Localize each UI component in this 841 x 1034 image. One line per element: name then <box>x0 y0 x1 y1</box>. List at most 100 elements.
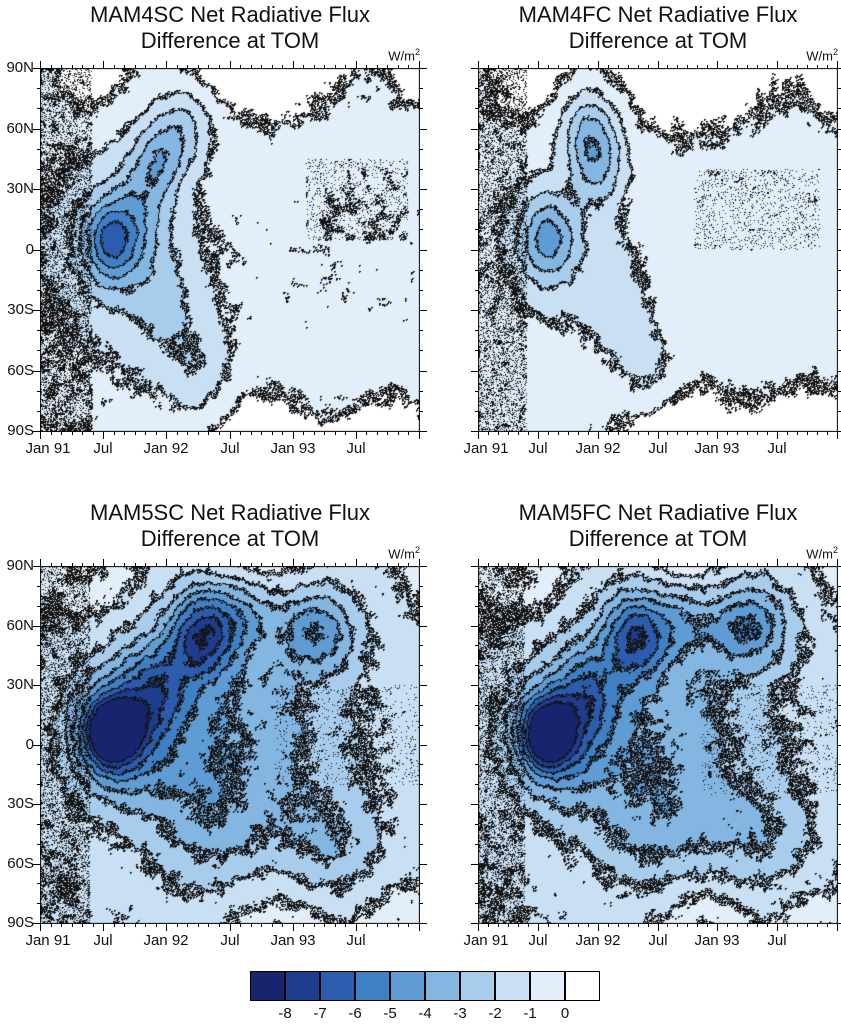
y-tick-label: 90S <box>7 422 34 439</box>
y-axis-tick <box>420 566 427 567</box>
x-axis-tick <box>488 563 489 566</box>
x-axis-tick <box>488 432 489 435</box>
y-axis-tick <box>471 129 478 130</box>
x-axis-tick <box>145 563 146 566</box>
x-axis-tick <box>261 65 262 68</box>
x-axis-tick <box>528 432 529 435</box>
y-axis-tick <box>420 645 423 646</box>
colorbar-swatch <box>460 971 495 1001</box>
y-axis-tick <box>475 824 478 825</box>
x-axis-tick <box>387 563 388 566</box>
y-axis-tick <box>838 903 841 904</box>
y-axis-tick <box>420 209 423 210</box>
x-axis-tick <box>777 559 778 566</box>
units-exponent: 2 <box>414 545 420 555</box>
y-axis-tick <box>420 431 427 432</box>
y-axis-tick <box>37 88 40 89</box>
x-axis-tick <box>747 563 748 566</box>
y-axis-tick <box>420 784 423 785</box>
x-axis-tick <box>628 432 629 435</box>
x-axis-tick <box>837 924 838 931</box>
x-axis-tick <box>757 65 758 68</box>
x-axis-tick <box>747 432 748 435</box>
x-axis-tick <box>488 924 489 927</box>
colorbar-label: -6 <box>348 1005 362 1022</box>
x-axis-tick <box>366 432 367 435</box>
y-axis-tick <box>475 229 478 230</box>
x-axis-tick <box>677 563 678 566</box>
panel-title-line1: MAM5SC Net Radiative Flux <box>90 500 370 525</box>
y-axis-tick <box>33 804 40 805</box>
y-axis-tick <box>838 784 841 785</box>
x-axis-tick <box>747 924 748 927</box>
x-axis-tick <box>166 432 167 439</box>
contour-plot-mam5sc <box>40 566 420 924</box>
colorbar-label: -4 <box>418 1005 432 1022</box>
x-axis-tick <box>398 924 399 927</box>
x-axis-tick <box>230 432 231 439</box>
x-axis-tick <box>408 65 409 68</box>
x-axis-tick <box>377 563 378 566</box>
x-axis-tick <box>356 924 357 931</box>
y-axis-tick <box>838 250 841 251</box>
y-axis-tick <box>420 391 423 392</box>
colorbar-swatch <box>390 971 425 1001</box>
y-axis-tick <box>420 606 423 607</box>
x-axis-tick <box>478 61 479 68</box>
x-axis-tick <box>598 559 599 566</box>
x-axis-tick <box>827 432 828 435</box>
x-axis-tick <box>608 563 609 566</box>
x-axis-tick <box>251 563 252 566</box>
x-axis-tick <box>398 432 399 435</box>
y-axis-tick <box>475 586 478 587</box>
y-tick-label: 60N <box>6 120 34 137</box>
x-axis-tick <box>261 563 262 566</box>
x-axis-tick <box>419 432 420 439</box>
y-axis-tick <box>420 330 423 331</box>
x-axis-tick <box>837 61 838 68</box>
contour-plot-mam5fc <box>478 566 838 924</box>
x-axis-tick <box>208 563 209 566</box>
x-axis-tick <box>697 924 698 927</box>
x-axis-tick <box>145 65 146 68</box>
y-axis-tick <box>838 310 841 311</box>
y-tick-label: 90N <box>6 59 34 76</box>
y-axis-tick <box>838 705 841 706</box>
x-axis-tick <box>208 65 209 68</box>
y-axis-tick <box>838 411 841 412</box>
x-axis-tick <box>219 924 220 927</box>
x-axis-tick <box>727 563 728 566</box>
y-axis-tick <box>420 129 427 130</box>
x-axis-tick <box>498 924 499 927</box>
y-tick-label: 30S <box>7 301 34 318</box>
x-axis-tick <box>508 924 509 927</box>
plot-area-mam5fc: Jan 91 Jul Jan 92 Jul Jan 93 Jul <box>463 559 841 949</box>
y-axis-tick <box>33 250 40 251</box>
x-axis-tick <box>272 924 273 927</box>
x-axis-tick <box>335 924 336 927</box>
y-axis-tick <box>37 844 40 845</box>
x-axis-tick <box>568 563 569 566</box>
y-axis-tick <box>475 665 478 666</box>
x-axis-tick <box>61 563 62 566</box>
x-axis-tick <box>82 65 83 68</box>
x-axis-tick <box>377 924 378 927</box>
x-axis-tick <box>548 432 549 435</box>
x-axis-tick <box>377 65 378 68</box>
x-axis-tick <box>282 65 283 68</box>
x-tick-label: Jul <box>648 440 668 457</box>
x-axis-tick <box>219 432 220 435</box>
y-axis-tick <box>475 108 478 109</box>
x-axis-tick <box>638 924 639 927</box>
panel-title-line2: Difference at TOM <box>568 526 748 551</box>
x-axis-tick <box>817 924 818 927</box>
colorbar-swatch <box>425 971 460 1001</box>
x-axis-tick <box>807 432 808 435</box>
plot-area-mam4fc: Jan 91 Jul Jan 92 Jul Jan 93 Jul <box>463 61 841 457</box>
y-axis-tick <box>838 566 841 567</box>
y-axis-tick <box>475 270 478 271</box>
x-axis-tick <box>548 563 549 566</box>
x-axis-tick <box>103 432 104 439</box>
y-axis-tick <box>33 864 40 865</box>
x-axis-tick <box>797 924 798 927</box>
